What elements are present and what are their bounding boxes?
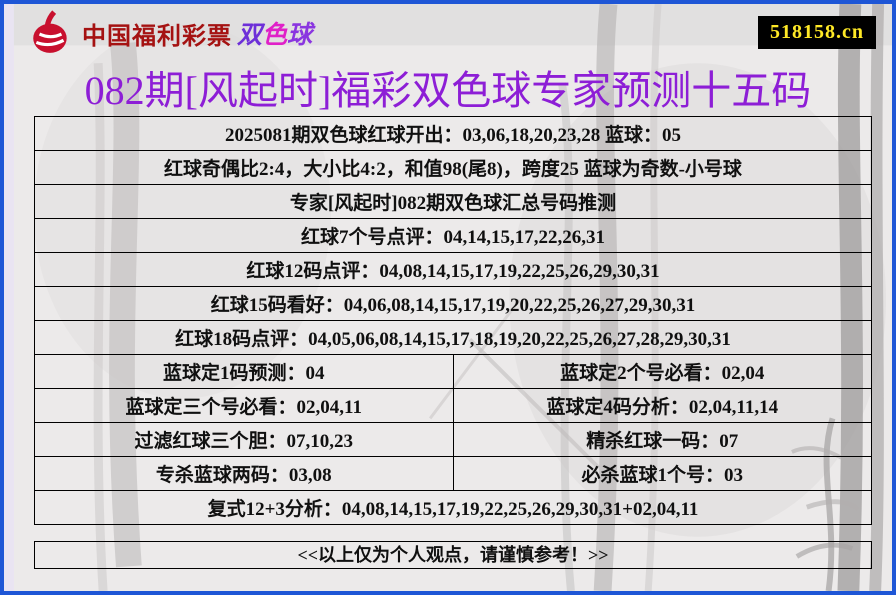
brand-text: 中国福利彩票 (82, 22, 232, 50)
red15-cell: 红球15码看好：04,06,08,14,15,17,19,20,22,25,26… (34, 286, 872, 321)
table-row-red12: 红球12码点评：04,08,14,15,17,19,22,25,26,29,30… (34, 252, 872, 287)
kill-blue1-cell: 必杀蓝球1个号：03 (452, 456, 872, 491)
site-url-badge: 518158.cn (758, 16, 876, 49)
header: 中国福利彩票 双色球 518158.cn (28, 10, 878, 56)
stats-cell: 红球奇偶比2:4，大小比4:2，和值98(尾8)，跨度25 蓝球为奇数-小号球 (34, 150, 872, 185)
kill-blue2-cell: 专杀蓝球两码：03,08 (34, 456, 454, 491)
red12-cell: 红球12码点评：04,08,14,15,17,19,22,25,26,29,30… (34, 252, 872, 287)
table-row-blue3-blue4: 蓝球定三个号必看：02,04,11 蓝球定4码分析：02,04,11,14 (34, 388, 872, 423)
filter-red-cell: 过滤红球三个胆：07,10,23 (34, 422, 454, 457)
table-row-complex: 复式12+3分析：04,08,14,15,17,19,22,25,26,29,3… (34, 490, 872, 525)
red18-cell: 红球18码点评：04,05,06,08,14,15,17,18,19,20,22… (34, 320, 872, 355)
red7-cell: 红球7个号点评：04,14,15,17,22,26,31 (34, 218, 872, 253)
china-welfare-lottery-logo-icon (33, 10, 67, 53)
blue3-cell: 蓝球定三个号必看：02,04,11 (34, 388, 454, 423)
blue1-cell: 蓝球定1码预测：04 (34, 354, 454, 389)
table-row-red15: 红球15码看好：04,06,08,14,15,17,19,20,22,25,26… (34, 286, 872, 321)
table-row-red7: 红球7个号点评：04,14,15,17,22,26,31 (34, 218, 872, 253)
table-row-red18: 红球18码点评：04,05,06,08,14,15,17,18,19,20,22… (34, 320, 872, 355)
blue4-cell: 蓝球定4码分析：02,04,11,14 (452, 388, 872, 423)
draw-result-cell: 2025081期双色球红球开出：03,06,18,20,23,28 蓝球：05 (34, 116, 872, 151)
brand-char-2: 色 (262, 21, 288, 49)
table-row-expert-header: 专家[风起时]082期双色球汇总号码推测 (34, 184, 872, 219)
brand-char-1: 双 (237, 21, 263, 49)
page-title: 082期[风起时]福彩双色球专家预测十五码 (84, 68, 812, 113)
brand-char-3: 球 (287, 21, 313, 49)
table-row-blue1-blue2: 蓝球定1码预测：04 蓝球定2个号必看：02,04 (34, 354, 872, 389)
disclaimer-note: <<以上仅为个人观点，请谨慎参考！>> (34, 541, 872, 569)
expert-header-cell: 专家[风起时]082期双色球汇总号码推测 (34, 184, 872, 219)
brand-ssq: 双色球 (237, 15, 312, 51)
table-row-filter-kill: 过滤红球三个胆：07,10,23 精杀红球一码：07 (34, 422, 872, 457)
table-row-draw-result: 2025081期双色球红球开出：03,06,18,20,23,28 蓝球：05 (34, 116, 872, 151)
kill-red-cell: 精杀红球一码：07 (452, 422, 872, 457)
table-row-kill-blue: 专杀蓝球两码：03,08 必杀蓝球1个号：03 (34, 456, 872, 491)
prediction-table: 2025081期双色球红球开出：03,06,18,20,23,28 蓝球：05 … (34, 116, 872, 525)
table-row-stats: 红球奇偶比2:4，大小比4:2，和值98(尾8)，跨度25 蓝球为奇数-小号球 (34, 150, 872, 185)
blue2-cell: 蓝球定2个号必看：02,04 (452, 354, 872, 389)
complex-cell: 复式12+3分析：04,08,14,15,17,19,22,25,26,29,3… (34, 490, 872, 525)
